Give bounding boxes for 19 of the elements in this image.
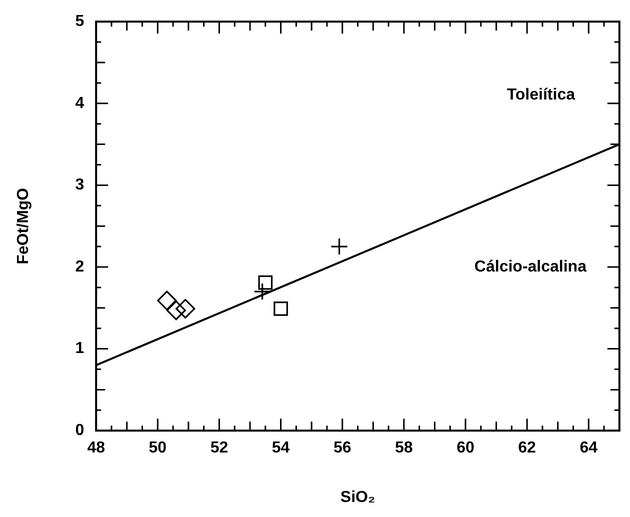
y-axis-title: FeOt/MgO — [15, 188, 32, 264]
x-axis-title: SiO₂ — [340, 488, 376, 506]
y-tick-label: 1 — [75, 340, 84, 358]
x-tick-label: 48 — [87, 440, 106, 457]
y-tick-label: 5 — [75, 13, 84, 30]
y-tick-label: 3 — [75, 176, 84, 194]
x-tick-label: 62 — [518, 440, 536, 457]
y-tick-label: 0 — [75, 422, 84, 440]
x-tick-label: 50 — [148, 440, 167, 457]
annotation: Cálcio-alcalina — [474, 258, 587, 276]
x-tick-label: 54 — [272, 440, 290, 457]
x-tick-label: 58 — [395, 440, 413, 457]
annotation: Toleiítica — [506, 86, 576, 104]
x-tick-label: 52 — [210, 440, 228, 457]
y-tick-label: 4 — [75, 94, 84, 112]
x-tick-label: 64 — [580, 440, 598, 457]
x-tick-label: 60 — [456, 440, 474, 457]
y-tick-label: 2 — [75, 258, 84, 276]
x-tick-label: 56 — [333, 440, 352, 457]
